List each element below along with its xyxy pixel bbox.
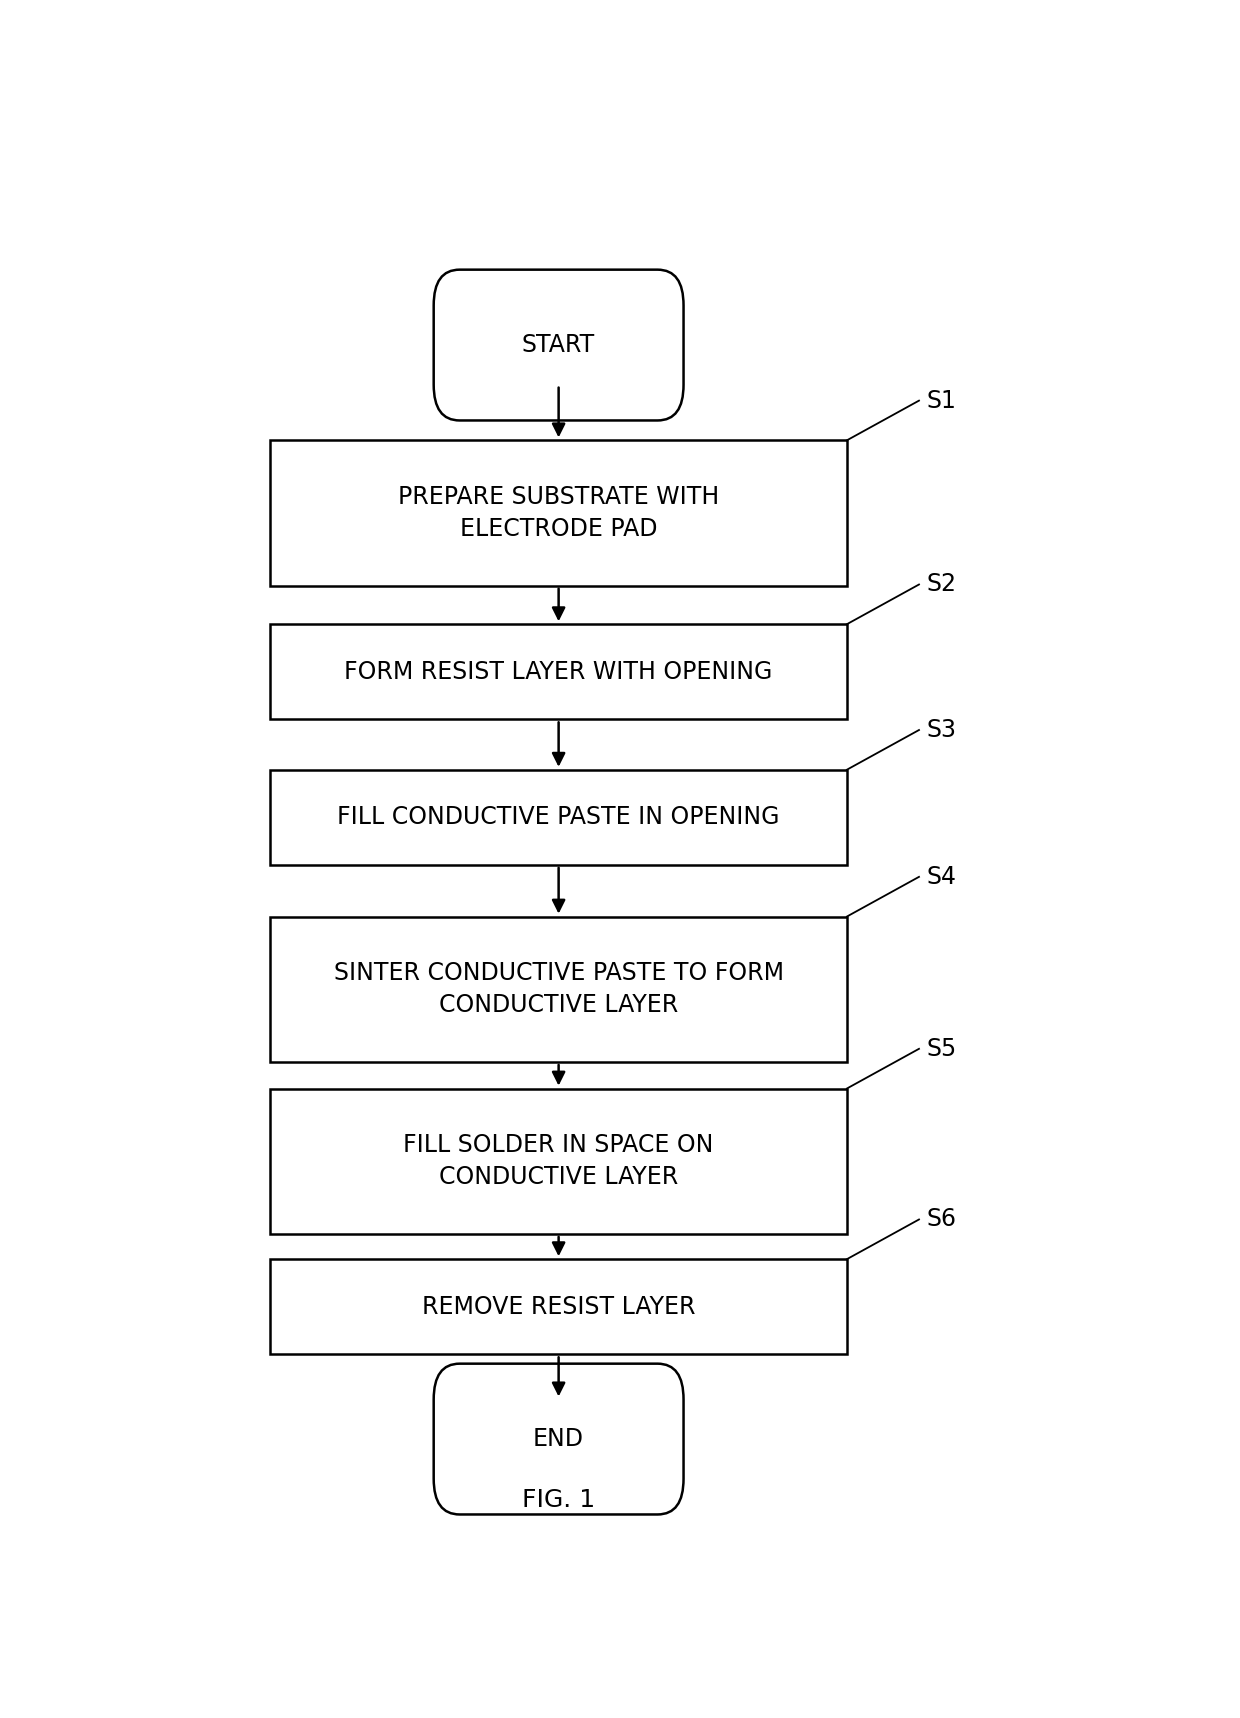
Bar xyxy=(270,1089,847,1234)
Text: PREPARE SUBSTRATE WITH
ELECTRODE PAD: PREPARE SUBSTRATE WITH ELECTRODE PAD xyxy=(398,484,719,541)
Text: FORM RESIST LAYER WITH OPENING: FORM RESIST LAYER WITH OPENING xyxy=(345,660,773,684)
Text: S5: S5 xyxy=(926,1038,957,1060)
Text: FIG. 1: FIG. 1 xyxy=(522,1488,595,1512)
FancyBboxPatch shape xyxy=(434,1364,683,1515)
FancyBboxPatch shape xyxy=(434,270,683,421)
Text: S1: S1 xyxy=(926,388,956,412)
Text: START: START xyxy=(522,333,595,357)
Bar xyxy=(270,440,847,586)
Text: FILL CONDUCTIVE PASTE IN OPENING: FILL CONDUCTIVE PASTE IN OPENING xyxy=(337,806,780,830)
Text: SINTER CONDUCTIVE PASTE TO FORM
CONDUCTIVE LAYER: SINTER CONDUCTIVE PASTE TO FORM CONDUCTI… xyxy=(334,962,784,1017)
Text: END: END xyxy=(533,1428,584,1452)
Text: S4: S4 xyxy=(926,864,957,888)
Bar xyxy=(270,624,847,720)
Text: FILL SOLDER IN SPACE ON
CONDUCTIVE LAYER: FILL SOLDER IN SPACE ON CONDUCTIVE LAYER xyxy=(403,1134,714,1189)
Text: S2: S2 xyxy=(926,572,957,596)
Bar xyxy=(270,1259,847,1354)
Text: S6: S6 xyxy=(926,1208,957,1232)
Text: REMOVE RESIST LAYER: REMOVE RESIST LAYER xyxy=(422,1295,696,1319)
Bar xyxy=(270,770,847,864)
Bar xyxy=(270,916,847,1062)
Text: S3: S3 xyxy=(926,718,957,742)
